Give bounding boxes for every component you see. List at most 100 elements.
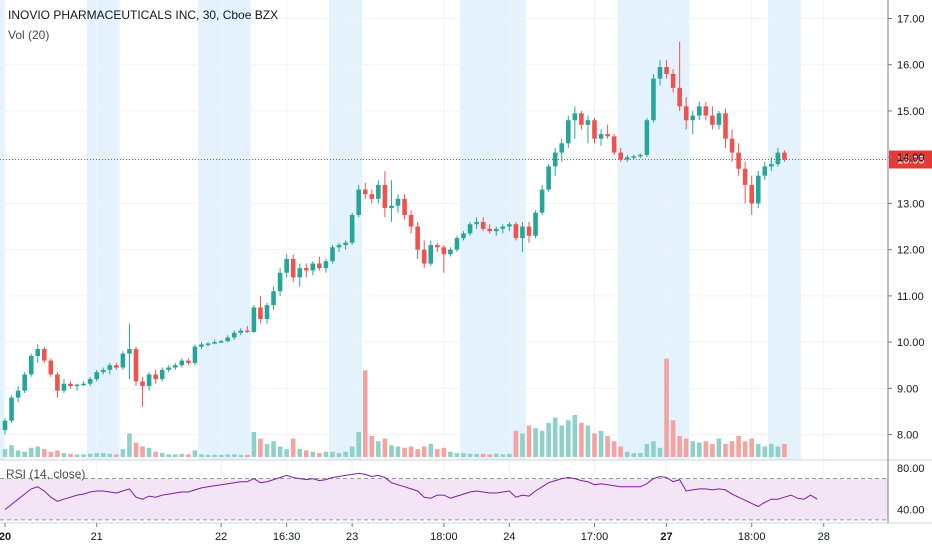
candle[interactable]	[546, 164, 551, 192]
candle[interactable]	[323, 258, 329, 273]
candle[interactable]	[723, 108, 728, 148]
candle[interactable]	[592, 117, 597, 144]
candle[interactable]	[127, 323, 132, 380]
symbol-title[interactable]: INOVIO PHARMACEUTICALS INC, 30, Cboe BZX	[8, 8, 279, 22]
candle[interactable]	[461, 231, 466, 241]
candle[interactable]	[624, 154, 630, 162]
candle[interactable]	[317, 256, 322, 271]
candle[interactable]	[441, 245, 447, 273]
candle[interactable]	[500, 224, 506, 234]
candle[interactable]	[415, 221, 420, 259]
candle[interactable]	[133, 346, 139, 387]
candle[interactable]	[376, 180, 381, 204]
candle[interactable]	[55, 372, 60, 398]
candle[interactable]	[120, 351, 126, 370]
candle[interactable]	[2, 418, 8, 435]
candle[interactable]	[173, 362, 178, 370]
candle[interactable]	[290, 254, 296, 283]
candle[interactable]	[356, 184, 361, 218]
candle[interactable]	[192, 344, 198, 366]
candle[interactable]	[690, 110, 696, 135]
candle[interactable]	[15, 386, 21, 403]
candle[interactable]	[271, 286, 276, 310]
candle[interactable]	[749, 175, 754, 215]
candle[interactable]	[579, 110, 584, 130]
candle[interactable]	[61, 379, 67, 393]
candle[interactable]	[251, 305, 257, 333]
candle[interactable]	[421, 240, 427, 269]
candle[interactable]	[631, 154, 637, 160]
candle[interactable]	[611, 134, 617, 155]
rsi-indicator-label[interactable]: RSI (14, close)	[6, 467, 86, 481]
last-price-badge[interactable]	[889, 150, 932, 169]
candle[interactable]	[225, 335, 230, 343]
candle[interactable]	[539, 184, 545, 215]
candle[interactable]	[526, 221, 532, 243]
candle[interactable]	[231, 330, 237, 340]
candle[interactable]	[277, 268, 283, 296]
candle[interactable]	[428, 240, 434, 266]
candle[interactable]	[402, 194, 407, 220]
candle[interactable]	[480, 217, 486, 232]
candle[interactable]	[336, 242, 342, 252]
rsi-pane[interactable]	[0, 459, 932, 524]
candles[interactable]	[2, 41, 787, 435]
candle[interactable]	[755, 171, 761, 209]
candle[interactable]	[697, 101, 702, 121]
candle[interactable]	[395, 194, 401, 213]
candle[interactable]	[677, 41, 682, 111]
candle[interactable]	[716, 110, 722, 130]
candle[interactable]	[245, 325, 250, 333]
candle[interactable]	[435, 242, 440, 252]
candle[interactable]	[349, 212, 355, 246]
candle[interactable]	[22, 372, 27, 393]
candle[interactable]	[657, 60, 663, 86]
candle[interactable]	[683, 97, 689, 130]
candle[interactable]	[520, 221, 525, 252]
candle[interactable]	[153, 369, 158, 384]
candle[interactable]	[664, 60, 669, 79]
candle[interactable]	[114, 362, 119, 370]
candle[interactable]	[408, 210, 414, 234]
candle[interactable]	[218, 339, 224, 344]
candle[interactable]	[775, 147, 781, 167]
candle[interactable]	[258, 295, 263, 324]
candle[interactable]	[343, 240, 348, 250]
candle[interactable]	[566, 115, 571, 148]
candle[interactable]	[304, 263, 309, 278]
candle[interactable]	[651, 73, 656, 123]
candle[interactable]	[585, 115, 591, 144]
candle[interactable]	[264, 302, 270, 324]
candle[interactable]	[212, 339, 217, 345]
candle[interactable]	[513, 221, 519, 241]
candle[interactable]	[474, 217, 479, 229]
candle[interactable]	[81, 381, 86, 387]
candle[interactable]	[35, 344, 41, 363]
candle[interactable]	[454, 235, 460, 252]
candle[interactable]	[199, 342, 204, 350]
candle[interactable]	[166, 365, 172, 373]
candle[interactable]	[94, 369, 99, 382]
candle[interactable]	[507, 221, 512, 232]
candle[interactable]	[742, 161, 748, 204]
candle[interactable]	[389, 180, 394, 222]
candle[interactable]	[179, 358, 185, 368]
candle[interactable]	[74, 383, 80, 391]
candle[interactable]	[572, 106, 578, 139]
candle[interactable]	[9, 395, 14, 424]
candle[interactable]	[710, 106, 715, 130]
candle[interactable]	[618, 147, 623, 162]
candle[interactable]	[533, 210, 538, 239]
candle[interactable]	[146, 372, 152, 391]
candle[interactable]	[638, 153, 643, 159]
candle[interactable]	[762, 161, 768, 181]
candle[interactable]	[28, 353, 34, 377]
candle[interactable]	[100, 367, 106, 375]
candle[interactable]	[87, 376, 93, 387]
candle[interactable]	[362, 182, 368, 199]
candle[interactable]	[186, 358, 191, 366]
candle[interactable]	[159, 367, 165, 382]
rsi-line[interactable]	[4, 472, 818, 510]
candle[interactable]	[382, 171, 388, 218]
